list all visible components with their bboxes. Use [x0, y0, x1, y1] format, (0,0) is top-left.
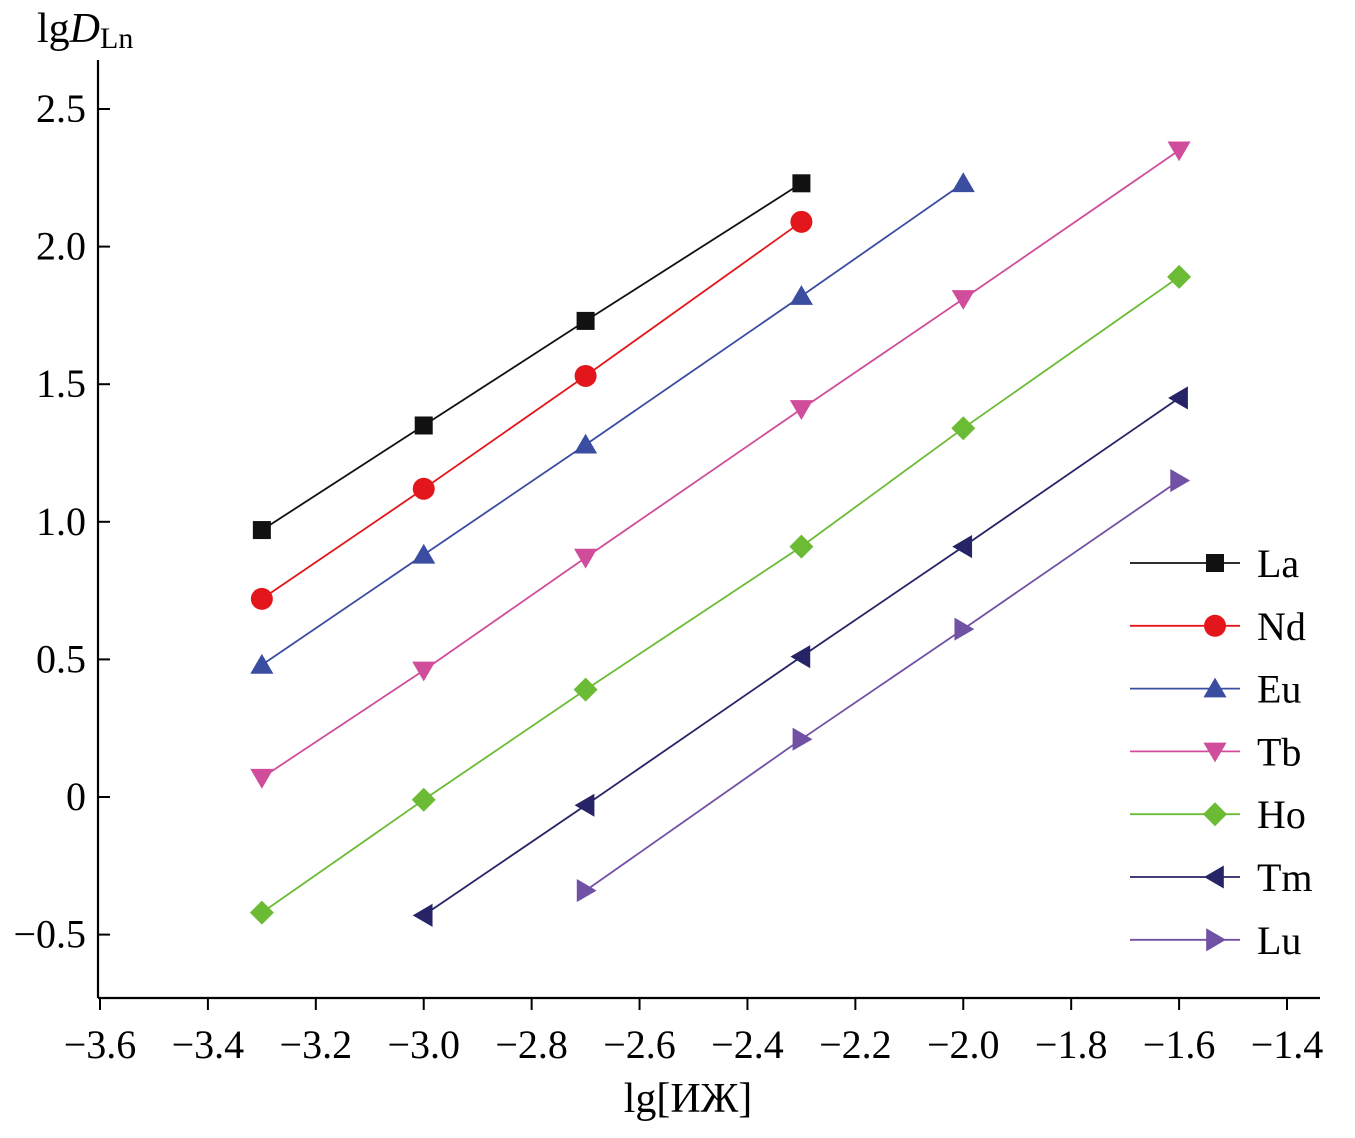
legend-item-ho: Ho: [1130, 792, 1306, 837]
y-tick-label: 2.0: [36, 224, 86, 269]
series-line-tb: [261, 149, 1180, 779]
x-tick-label: −3.6: [64, 1022, 137, 1067]
series-ho: [249, 264, 1192, 925]
x-tick-label: −2.8: [495, 1022, 568, 1067]
y-tick-label: 1.5: [36, 361, 86, 406]
legend-label: La: [1257, 541, 1299, 586]
legend-label: Nd: [1257, 604, 1306, 649]
series-layer: [249, 141, 1192, 927]
data-point-nd: [250, 587, 273, 610]
y-tick-label: −0.5: [13, 912, 86, 957]
legend-item-lu: Lu: [1130, 918, 1301, 963]
x-tick-label: −2.2: [819, 1022, 892, 1067]
data-point-nd: [790, 210, 813, 233]
legend-marker-tb: [1203, 742, 1227, 763]
data-point-tm: [1168, 386, 1188, 410]
legend-label: Tm: [1257, 855, 1313, 900]
data-point-tb: [951, 290, 975, 310]
legend-label: Ho: [1257, 792, 1306, 837]
y-tick-label: 2.5: [36, 86, 86, 131]
data-point-tm: [412, 903, 433, 927]
legend-item-eu: Eu: [1130, 667, 1301, 712]
data-point-tm: [790, 645, 811, 669]
y-tick-label: 0.5: [36, 636, 86, 681]
data-point-tb: [574, 548, 598, 569]
data-point-tb: [250, 768, 274, 789]
data-point-tb: [1167, 141, 1191, 162]
data-point-ho: [951, 416, 976, 441]
x-tick-label: −1.6: [1143, 1022, 1216, 1067]
axes: −3.6 −3.4 −3.2 −3.0 −2.8 −2.6 −2.4 −2.2 −2.0 −1.8…: [13, 60, 1323, 1067]
x-tick-label: −2.4: [711, 1022, 784, 1067]
y-axis-title-var: D: [69, 6, 100, 52]
legend-marker-lu: [1206, 928, 1226, 952]
series-line-ho: [261, 276, 1180, 914]
data-point-tm: [574, 793, 595, 817]
x-tick-label: −3.2: [280, 1022, 353, 1067]
data-point-la: [414, 416, 433, 435]
data-point-lu: [954, 617, 975, 641]
legend-label: Tb: [1257, 729, 1301, 774]
data-point-eu: [250, 653, 274, 674]
data-point-ho: [249, 900, 274, 925]
data-point-tb: [789, 400, 813, 420]
x-tick-label: −2.6: [603, 1022, 676, 1067]
series-line-nd: [261, 221, 802, 600]
series-lu: [576, 468, 1191, 903]
data-point-la: [792, 174, 811, 193]
series-line-la: [261, 182, 802, 531]
data-point-lu: [792, 727, 813, 751]
series-line-eu: [261, 182, 964, 666]
series-line-lu: [585, 479, 1180, 892]
x-tick-label: −1.8: [1035, 1022, 1108, 1067]
y-tick-label: 1.0: [36, 499, 86, 544]
data-point-eu: [951, 172, 975, 193]
data-point-nd: [574, 364, 597, 387]
data-point-eu: [574, 433, 598, 454]
data-point-lu: [576, 879, 597, 903]
data-point-ho: [1167, 264, 1192, 289]
data-point-la: [576, 311, 595, 330]
data-point-eu: [412, 543, 436, 564]
y-axis-title: lgDLn: [37, 6, 133, 55]
data-point-la: [252, 521, 271, 540]
data-point-ho: [573, 677, 598, 702]
series-nd: [250, 210, 813, 610]
legend-marker-la: [1206, 554, 1224, 572]
legend-marker-eu: [1203, 677, 1227, 698]
y-axis-title-sub: Ln: [100, 22, 133, 55]
legend-marker-nd: [1204, 614, 1226, 637]
data-point-eu: [789, 285, 813, 305]
data-point-tb: [412, 661, 436, 682]
data-point-tm: [952, 535, 973, 559]
data-point-nd: [412, 477, 435, 500]
legend-label: Lu: [1257, 918, 1301, 963]
x-tick-label: −1.4: [1251, 1022, 1324, 1067]
legend-marker-tm: [1204, 865, 1224, 889]
y-tick-label: 0: [66, 774, 86, 819]
series-tb: [250, 141, 1191, 789]
series-tm: [412, 386, 1188, 927]
data-point-lu: [1170, 468, 1191, 493]
legend: La Nd Eu Tb Ho Tm Lu: [1130, 541, 1313, 963]
x-tick-label: −3.0: [387, 1022, 460, 1067]
legend-item-tb: Tb: [1130, 729, 1301, 774]
legend-label: Eu: [1257, 667, 1301, 712]
x-axis-title: lg[ИЖ]: [624, 1076, 753, 1122]
legend-marker-ho: [1203, 802, 1227, 827]
data-point-ho: [411, 787, 436, 812]
series-la: [252, 174, 811, 540]
data-point-ho: [789, 534, 814, 559]
series-eu: [250, 172, 975, 674]
x-tick-label: −2.0: [927, 1022, 1000, 1067]
legend-item-la: La: [1130, 541, 1299, 586]
legend-item-nd: Nd: [1130, 604, 1306, 649]
x-tick-label: −3.4: [172, 1022, 245, 1067]
legend-item-tm: Tm: [1130, 855, 1313, 900]
y-axis-title-prefix: lg: [37, 6, 70, 52]
